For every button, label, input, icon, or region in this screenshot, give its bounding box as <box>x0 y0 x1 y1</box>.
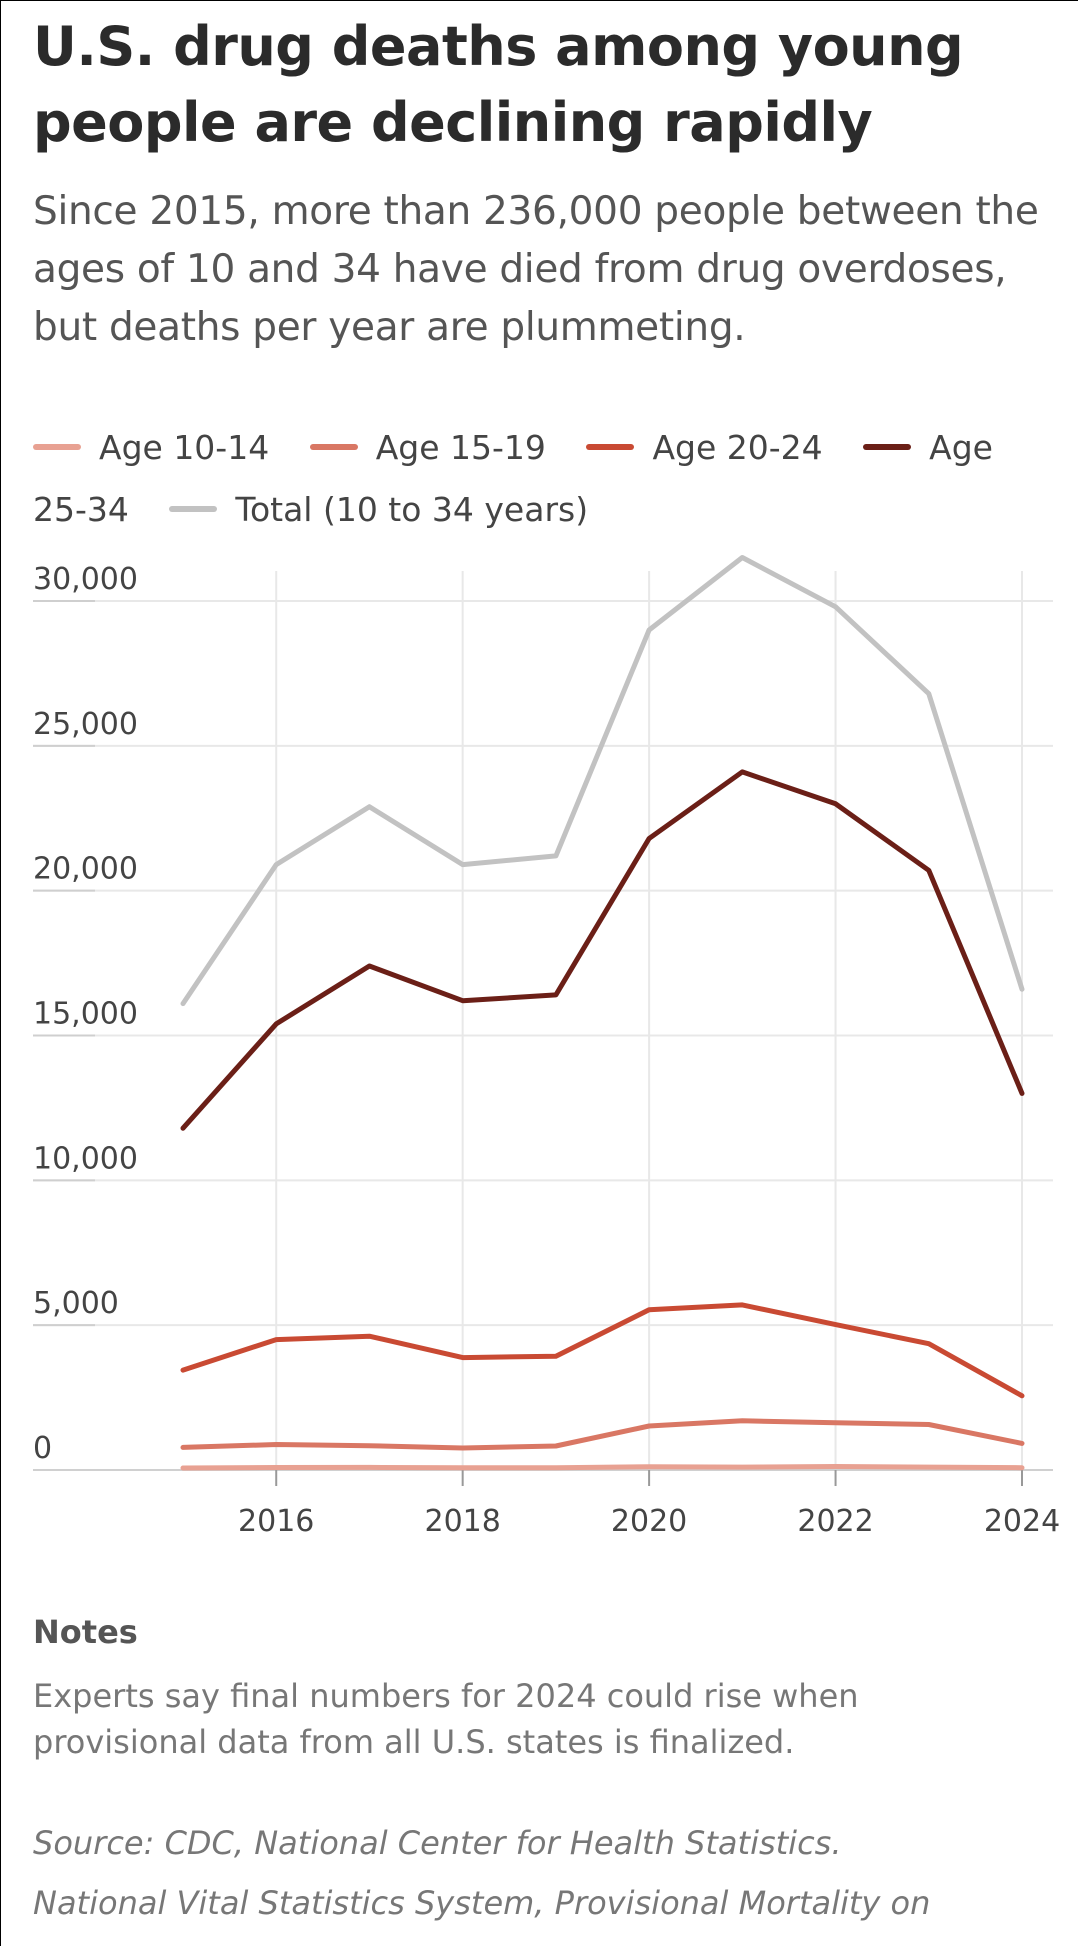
series-line-age-15-19 <box>180 1418 1025 1451</box>
legend-swatch-age-20-24 <box>586 443 635 450</box>
source-line-2: National Vital Statistics System, Provis… <box>33 1884 931 1922</box>
chart-subtitle: Since 2015, more than 236,000 people bet… <box>33 189 1039 350</box>
legend-item-age-20-24: Age 20-24 <box>586 428 852 467</box>
y-tick-label: 0 <box>33 1431 52 1466</box>
x-tick-label: 2022 <box>797 1504 873 1539</box>
source-line-1: Source: CDC, National Center for Health … <box>33 1824 842 1862</box>
legend: Age 10-14 Age 15-19 Age 20-24 Age 25-34 … <box>33 417 1033 541</box>
x-tick-label: 2020 <box>611 1504 687 1539</box>
series-line-age-10-14 <box>180 1464 1025 1471</box>
notes-heading: Notes <box>33 1613 138 1651</box>
legend-item-age-15-19: Age 15-19 <box>309 428 576 467</box>
y-tick-label: 10,000 <box>33 1141 138 1176</box>
y-tick-label: 20,000 <box>33 852 138 887</box>
series-lines <box>180 555 1025 1471</box>
series-line-age-25-34 <box>180 769 1025 1131</box>
y-tick-label: 15,000 <box>33 997 138 1032</box>
legend-label: Total (10 to 34 years) <box>235 490 589 529</box>
legend-label: Age 15-19 <box>375 428 546 467</box>
y-tick-label: 5,000 <box>33 1286 119 1321</box>
y-axis-ticks: 0 5,000 10,000 15,000 20,000 25,000 30,000 <box>33 562 138 1466</box>
chart-title: U.S. drug deaths among young people are … <box>33 15 964 154</box>
legend-item-age-25-34: Age 25-34 <box>33 428 993 529</box>
x-tick-label: 2024 <box>984 1504 1060 1539</box>
x-axis-ticks: 2016 2018 2020 2022 2024 <box>238 1470 1060 1539</box>
legend-label: Age 25-34 <box>33 428 993 529</box>
legend-swatch-total <box>169 505 218 512</box>
notes-text: Experts say final numbers for 2024 could… <box>33 1677 859 1761</box>
y-tick-label: 30,000 <box>33 562 138 597</box>
legend-swatch-age-10-14 <box>33 443 81 450</box>
grid <box>33 571 1053 1471</box>
legend-swatch-age-25-34 <box>863 443 912 450</box>
legend-item-age-10-14: Age 10-14 <box>33 428 299 467</box>
series-line-total-10-to-34-years <box>180 555 1025 1007</box>
legend-label: Age 20-24 <box>652 428 823 467</box>
x-tick-label: 2016 <box>238 1504 314 1539</box>
line-chart: 0 5,000 10,000 15,000 20,000 25,000 30,000 201… <box>33 555 1060 1539</box>
legend-label: Age 10-14 <box>99 428 270 467</box>
y-tick-label: 25,000 <box>33 707 138 742</box>
series-line-age-20-24 <box>180 1302 1025 1399</box>
legend-item-total: Total (10 to 34 years) <box>169 490 618 529</box>
legend-swatch-age-15-19 <box>309 443 358 450</box>
x-tick-label: 2018 <box>424 1504 500 1539</box>
source-citation: Source: CDC, National Center for Health … <box>33 1813 1063 1933</box>
